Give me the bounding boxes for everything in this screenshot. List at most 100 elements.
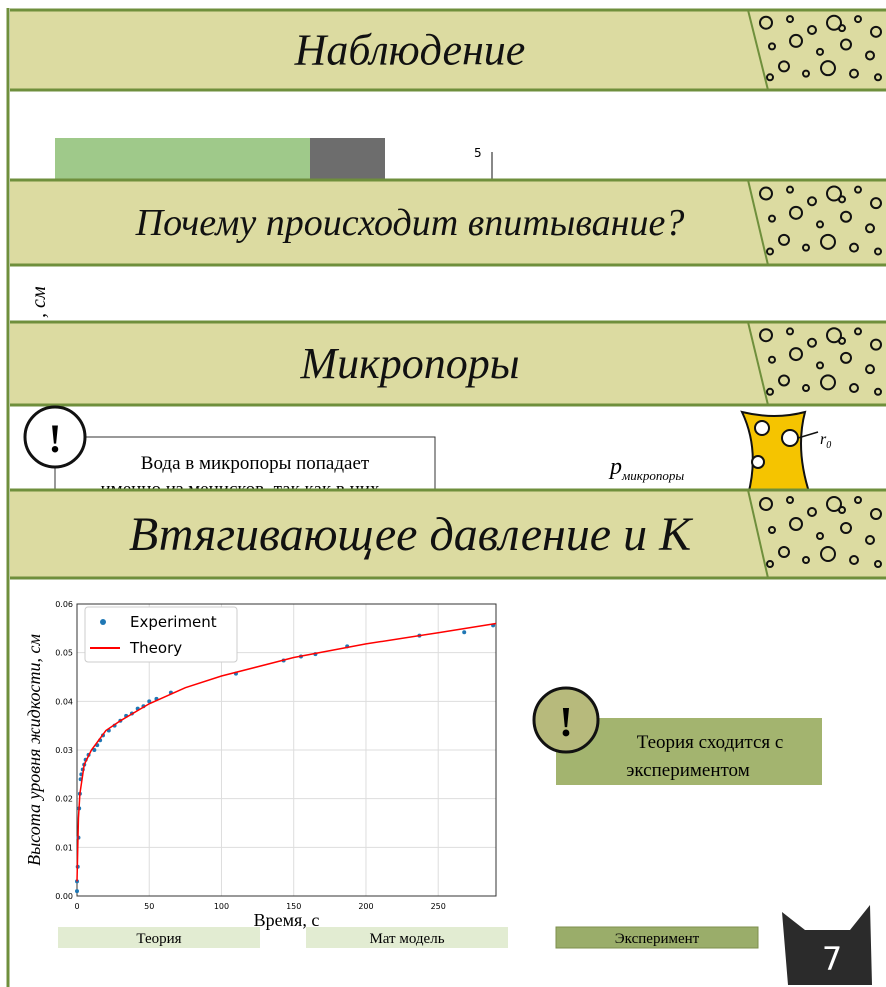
pattern-dot <box>838 506 846 514</box>
pattern-edge <box>747 9 769 91</box>
pattern-dot <box>826 14 842 31</box>
pattern-dot <box>816 361 824 370</box>
nav-button[interactable] <box>555 926 759 949</box>
pattern-dot <box>849 383 859 394</box>
pattern-dot <box>820 233 836 250</box>
pattern-dot <box>786 185 794 194</box>
pattern-dot <box>802 243 810 252</box>
pattern-dot <box>849 555 859 565</box>
pore-shape <box>740 410 812 496</box>
pattern-dot <box>870 25 882 38</box>
slide-title: Микропоры <box>299 339 519 388</box>
pattern-dot <box>820 374 836 391</box>
pattern-edge <box>747 489 769 579</box>
pattern-dot <box>865 50 875 61</box>
note-box <box>54 436 436 498</box>
x-tick-label: 150 <box>286 902 301 911</box>
note-mark <box>23 405 87 469</box>
y-axis-label: Высота уровня жидкости, см <box>24 634 44 866</box>
y-tick-label: 0.06 <box>55 600 73 609</box>
pattern-dot <box>759 15 773 30</box>
pattern-dot <box>807 196 817 207</box>
pattern-dot <box>789 517 803 531</box>
pattern-dot <box>789 347 803 362</box>
slide-title: Втягивающее давление и K <box>129 508 694 561</box>
data-point <box>462 630 467 635</box>
callout-box <box>556 718 822 785</box>
pattern-dot <box>840 351 852 364</box>
pattern-dot <box>865 223 875 234</box>
legend-label: Experiment <box>130 613 217 631</box>
radius-pointer <box>797 431 819 439</box>
pattern-dot <box>759 328 773 343</box>
pattern-dot <box>766 387 774 396</box>
pattern-dot <box>786 496 794 504</box>
pattern-dot <box>768 526 776 534</box>
symbol: p <box>608 454 622 480</box>
pattern-dot <box>838 24 846 33</box>
slide-title: Почему происходит впитывание? <box>135 202 685 244</box>
y-tick-label: 0.01 <box>55 843 73 852</box>
cat-icon <box>782 905 872 985</box>
pattern-dot <box>778 546 790 558</box>
pattern-dot <box>816 220 824 229</box>
x-tick-label: 50 <box>144 902 154 911</box>
photo-ruler <box>310 138 385 183</box>
pattern-dot <box>854 185 862 194</box>
legend-marker <box>100 619 106 625</box>
data-point <box>147 699 152 704</box>
x-tick-label: 0 <box>74 902 79 911</box>
pattern-dot <box>870 197 882 210</box>
page-number: 7 <box>822 940 842 978</box>
pattern-dot <box>874 387 882 396</box>
pattern-dot <box>807 25 817 35</box>
pattern-dot <box>826 496 842 512</box>
plot-frame <box>76 603 497 897</box>
nav-button[interactable] <box>58 927 260 948</box>
pattern-dot <box>854 327 862 336</box>
pattern-dot <box>789 33 803 48</box>
title-band <box>10 10 886 90</box>
nav-button-label[interactable]: Эксперимент <box>615 931 700 947</box>
note-mark-text: ! <box>48 416 61 461</box>
pore <box>754 420 770 436</box>
y-tick-label: 0.03 <box>55 746 73 755</box>
pattern-dot <box>874 560 882 568</box>
pattern-dot <box>820 60 836 77</box>
pattern-dot <box>768 355 776 364</box>
pattern-dot <box>865 535 875 545</box>
nav-button-label[interactable]: Мат модель <box>369 931 444 947</box>
pattern-dot <box>807 507 817 517</box>
subscript: микропоры <box>621 468 684 483</box>
axis-fragment: , см <box>28 286 50 318</box>
pattern-dot <box>826 185 842 202</box>
pattern-dot <box>816 47 824 56</box>
subscript: 0 <box>826 440 831 451</box>
pattern-dot <box>759 497 773 511</box>
pore <box>781 429 799 447</box>
pattern-dot <box>816 532 824 540</box>
nav-button-label[interactable]: Теория <box>136 931 181 947</box>
y-tick-label: 0.04 <box>55 697 73 706</box>
y-tick-label: 0.05 <box>55 649 73 658</box>
nav-button[interactable] <box>306 927 508 948</box>
pattern-dot <box>865 364 875 375</box>
pattern-dot <box>820 546 836 562</box>
pattern-dot <box>766 560 774 568</box>
title-band <box>10 180 886 265</box>
legend-label: Theory <box>129 639 182 657</box>
pattern-dot <box>838 336 846 345</box>
y-tick-label: 0.00 <box>55 892 73 901</box>
title-band <box>10 322 886 405</box>
legend-box <box>84 606 238 663</box>
pattern-dot <box>826 327 842 344</box>
pattern-dot <box>840 38 852 51</box>
pattern-dot <box>838 195 846 204</box>
pore <box>751 455 765 469</box>
pattern-dot <box>807 337 817 348</box>
pattern-edge <box>747 321 769 406</box>
data-point <box>75 889 79 894</box>
pattern-dot <box>768 214 776 223</box>
pattern-dot <box>854 15 862 24</box>
